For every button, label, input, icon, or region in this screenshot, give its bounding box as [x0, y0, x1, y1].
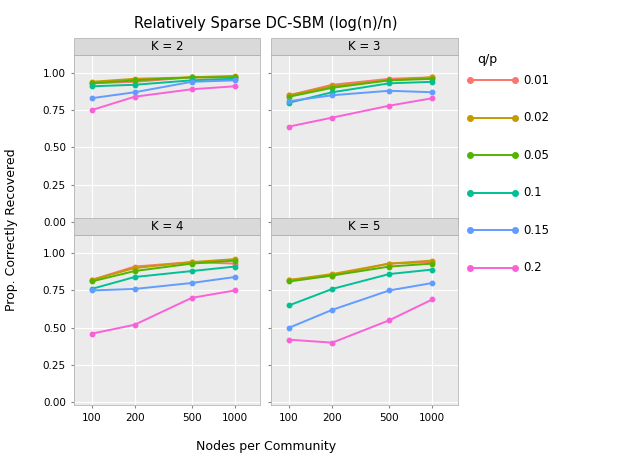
Text: q/p: q/p [477, 53, 497, 65]
Text: K = 2: K = 2 [150, 40, 183, 53]
Text: K = 4: K = 4 [150, 220, 183, 233]
Text: 0.01: 0.01 [523, 74, 549, 87]
Text: Relatively Sparse DC-SBM (log(n)/n): Relatively Sparse DC-SBM (log(n)/n) [134, 16, 397, 31]
Text: 0.15: 0.15 [523, 224, 549, 237]
Text: Nodes per Community: Nodes per Community [196, 441, 335, 453]
Text: 0.2: 0.2 [523, 262, 541, 274]
Text: 0.02: 0.02 [523, 111, 549, 124]
Text: K = 5: K = 5 [348, 220, 381, 233]
Text: K = 3: K = 3 [348, 40, 381, 53]
Text: 0.1: 0.1 [523, 186, 541, 199]
Text: 0.05: 0.05 [523, 149, 548, 162]
Text: Prop. Correctly Recovered: Prop. Correctly Recovered [5, 149, 18, 311]
